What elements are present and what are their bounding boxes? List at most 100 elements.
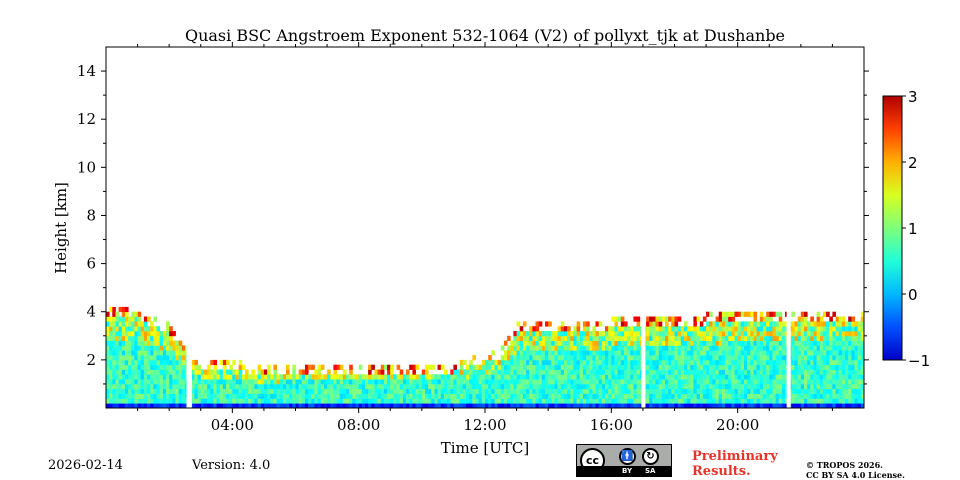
heatmap-cell: [753, 311, 758, 317]
heatmap-cell: [851, 340, 855, 346]
heatmap-cell: [668, 350, 672, 356]
heatmap-cell: [121, 369, 126, 375]
heatmap-cell: [522, 350, 527, 356]
heatmap-cell: [434, 403, 439, 408]
heatmap-cell: [636, 345, 641, 351]
heatmap-cell: [393, 398, 397, 404]
heatmap-cell: [567, 359, 571, 366]
heatmap-cell: [696, 364, 701, 370]
heatmap-cell: [576, 403, 581, 408]
heatmap-cell: [582, 383, 587, 390]
heatmap-cell: [605, 326, 609, 332]
heatmap-cell: [166, 345, 170, 351]
heatmap-cell: [140, 388, 145, 394]
heatmap-cell: [166, 340, 170, 346]
heatmap-cell: [627, 379, 631, 385]
heatmap-cell: [605, 331, 609, 337]
heatmap-cell: [766, 403, 770, 408]
heatmap-cell: [469, 403, 473, 408]
heatmap-cell: [655, 326, 660, 332]
heatmap-cell: [229, 379, 233, 385]
heatmap-cell: [706, 311, 710, 317]
heatmap-cell: [715, 335, 720, 341]
heatmap-cell: [535, 403, 540, 408]
heatmap-cell: [210, 383, 214, 390]
heatmap-cell: [598, 388, 603, 394]
heatmap-cell: [121, 316, 126, 322]
heatmap-cell: [781, 331, 786, 337]
heatmap-cell: [513, 364, 517, 370]
heatmap-cell: [677, 383, 682, 390]
heatmap-cell: [601, 374, 606, 380]
heatmap-cell: [586, 398, 590, 404]
heatmap-cell: [690, 374, 694, 380]
heatmap-cell: [721, 321, 726, 327]
heatmap-cell: [169, 388, 173, 394]
heatmap-cell: [453, 393, 457, 399]
heatmap-cell: [826, 383, 830, 390]
heatmap-cell: [121, 374, 126, 380]
heatmap-cell: [744, 393, 748, 399]
heatmap-cell: [532, 331, 536, 337]
heatmap-cell: [368, 403, 372, 408]
heatmap-cell: [712, 403, 716, 408]
heatmap-cell: [721, 355, 726, 361]
heatmap-cell: [478, 379, 483, 385]
heatmap-cell: [725, 374, 729, 380]
heatmap-cell: [459, 393, 464, 399]
heatmap-cell: [605, 335, 609, 341]
heatmap-cell: [159, 388, 164, 394]
heatmap-cell: [778, 331, 783, 337]
heatmap-cell: [292, 364, 296, 370]
heatmap-cell: [380, 403, 385, 408]
heatmap-cell: [380, 398, 385, 404]
heatmap-cell: [235, 379, 240, 385]
heatmap-cell: [699, 393, 704, 399]
heatmap-cell: [624, 393, 628, 399]
heatmap-cell: [529, 388, 533, 394]
heatmap-cell: [443, 398, 448, 404]
heatmap-cell: [576, 331, 581, 337]
heatmap-cell: [229, 374, 233, 380]
heatmap-cell: [219, 379, 224, 385]
heatmap-cell: [646, 335, 650, 341]
heatmap-cell: [491, 374, 495, 380]
heatmap-cell: [286, 379, 290, 385]
heatmap-cell: [481, 379, 486, 385]
heatmap-cell: [570, 403, 574, 408]
heatmap-cell: [832, 355, 836, 361]
heatmap-cell: [857, 388, 862, 394]
cc-license-badge[interactable]: cc 🚹 ↻ BY SA: [576, 444, 672, 477]
heatmap-cell: [775, 393, 780, 399]
heatmap-cell: [759, 321, 764, 327]
heatmap-cell: [848, 350, 852, 356]
heatmap-cell: [658, 403, 663, 408]
heatmap-cell: [775, 398, 780, 404]
heatmap-cell: [115, 379, 120, 385]
heatmap-cell: [213, 369, 217, 375]
heatmap-cell: [232, 383, 236, 390]
heatmap-cell: [358, 374, 363, 380]
heatmap-cell: [646, 369, 650, 375]
heatmap-cell: [696, 383, 701, 390]
heatmap-cell: [573, 355, 577, 361]
heatmap-cell: [671, 321, 675, 327]
heatmap-cell: [699, 374, 704, 380]
heatmap-cell: [412, 393, 416, 399]
heatmap-cell: [737, 393, 742, 399]
heatmap-cell: [589, 383, 593, 390]
heatmap-cell: [279, 403, 284, 408]
heatmap-cell: [557, 326, 562, 332]
heatmap-cell: [554, 369, 559, 375]
heatmap-cell: [355, 393, 360, 399]
heatmap-cell: [131, 379, 135, 385]
heatmap-cell: [181, 398, 186, 404]
heatmap-cell: [759, 393, 764, 399]
heatmap-cell: [709, 321, 713, 327]
heatmap-cell: [731, 355, 735, 361]
heatmap-cell: [649, 326, 653, 332]
heatmap-cell: [592, 403, 596, 408]
heatmap-cell: [804, 403, 808, 408]
heatmap-cell: [706, 374, 710, 380]
heatmap-cell: [548, 321, 552, 327]
